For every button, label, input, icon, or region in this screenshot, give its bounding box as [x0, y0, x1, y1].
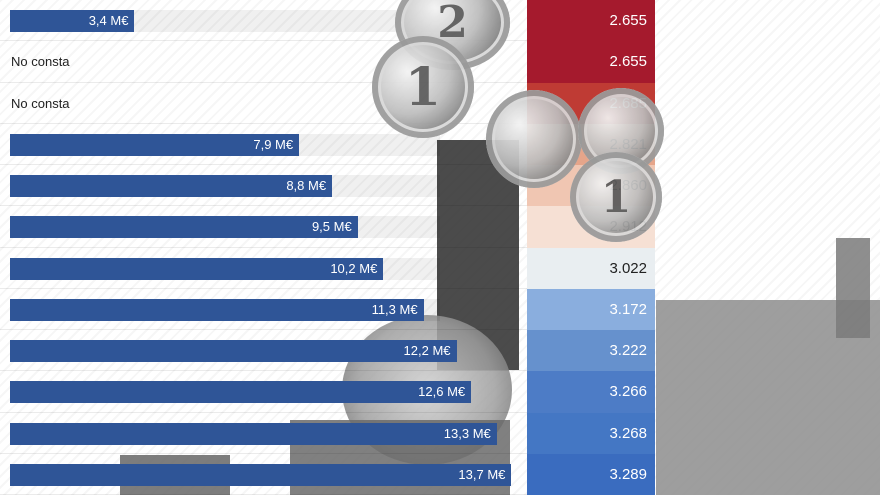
value-cell: 3.268	[527, 412, 655, 454]
bar	[10, 340, 457, 362]
bar	[10, 133, 300, 156]
row-divider	[0, 452, 527, 454]
row-divider	[0, 40, 527, 42]
row-divider	[0, 370, 527, 372]
table-row: 11,3 M€ 3.172	[0, 288, 655, 330]
bar	[10, 381, 472, 404]
table-row: 13,3 M€ 3.268	[0, 412, 655, 454]
row-divider	[0, 205, 527, 207]
value-cell: 2.655	[527, 0, 655, 42]
bar-value-label: 11,3 M€	[371, 301, 418, 317]
table-row: 10,2 M€ 3.022	[0, 247, 655, 289]
bar	[10, 216, 358, 239]
bar-value-label: 9,5 M€	[311, 219, 352, 235]
bar	[10, 463, 512, 486]
euro-coin-icon: 1	[570, 152, 662, 242]
bar-value-label: 12,6 M€	[418, 384, 466, 400]
bar-value-label: 12,2 M€	[403, 343, 451, 358]
bar-value-label: 13,3 M€	[443, 425, 491, 441]
bar	[10, 298, 424, 321]
spire-silhouette	[836, 238, 870, 338]
bar-value-label: 3,4 M€	[88, 13, 129, 28]
value-cell: 3.022	[527, 247, 655, 289]
bar-value-label: 7,9 M€	[253, 136, 294, 152]
bar	[10, 422, 497, 445]
no-data-label: No consta	[11, 95, 70, 111]
row-divider	[0, 122, 527, 124]
table-row: 12,6 M€ 3.266	[0, 371, 655, 413]
no-data-label: No consta	[11, 54, 70, 70]
bar	[10, 257, 384, 280]
row-divider	[0, 411, 527, 413]
euro-coin-icon: 1	[372, 36, 474, 138]
table-row: No consta 2.655	[0, 41, 655, 83]
value-cell: 3.172	[527, 288, 655, 330]
bar-value-label: 8,8 M€	[286, 178, 327, 193]
bar	[10, 175, 333, 197]
table-row: 3,4 M€ 2.655	[0, 0, 655, 42]
row-divider	[0, 246, 527, 248]
row-divider	[0, 81, 527, 83]
value-cell: 3.266	[527, 371, 655, 413]
bar	[10, 10, 135, 32]
value-cell: 3.289	[527, 453, 655, 495]
value-cell: 3.222	[527, 330, 655, 372]
table-row: 12,2 M€ 3.222	[0, 330, 655, 372]
row-divider	[0, 329, 527, 330]
euro-coin-icon	[486, 90, 582, 188]
row-divider	[0, 287, 527, 289]
bar-value-label: 10,2 M€	[330, 260, 378, 276]
value-cell: 2.655	[527, 41, 655, 83]
table-row: 9,5 M€2.912	[0, 206, 655, 248]
table-row: 13,7 M€ 3.289	[0, 453, 655, 495]
bar-value-label: 13,7 M€	[458, 466, 506, 482]
row-divider	[0, 164, 527, 165]
